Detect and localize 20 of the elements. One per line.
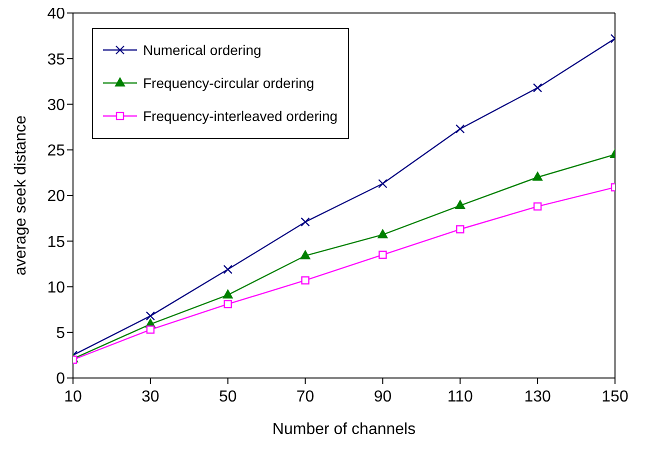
x-tick-label: 90 — [374, 388, 392, 406]
y-axis-title: average seek distance — [12, 115, 30, 276]
y-tick-label: 15 — [47, 234, 66, 251]
legend-label: Frequency-interleaved ordering — [143, 108, 338, 124]
x-tick-label: 50 — [218, 388, 237, 406]
legend-label: Numerical ordering — [143, 42, 262, 58]
legend-label: Frequency-circular ordering — [143, 74, 314, 90]
x-tick-label: 130 — [524, 388, 552, 406]
y-tick-label: 30 — [47, 96, 66, 114]
x-tick-label: 150 — [602, 388, 628, 406]
x-axis-title: Number of channels — [272, 421, 416, 438]
y-tick-label: 5 — [56, 325, 66, 342]
x-tick-label: 110 — [447, 388, 473, 406]
x-tick-label: 70 — [296, 388, 314, 406]
y-tick-label: 35 — [47, 51, 66, 68]
y-tick-label: 25 — [47, 142, 66, 160]
y-tick-label: 10 — [47, 279, 66, 296]
x-tick-label: 30 — [142, 388, 160, 406]
y-tick-label: 0 — [56, 370, 66, 388]
y-tick-label: 20 — [47, 188, 66, 206]
